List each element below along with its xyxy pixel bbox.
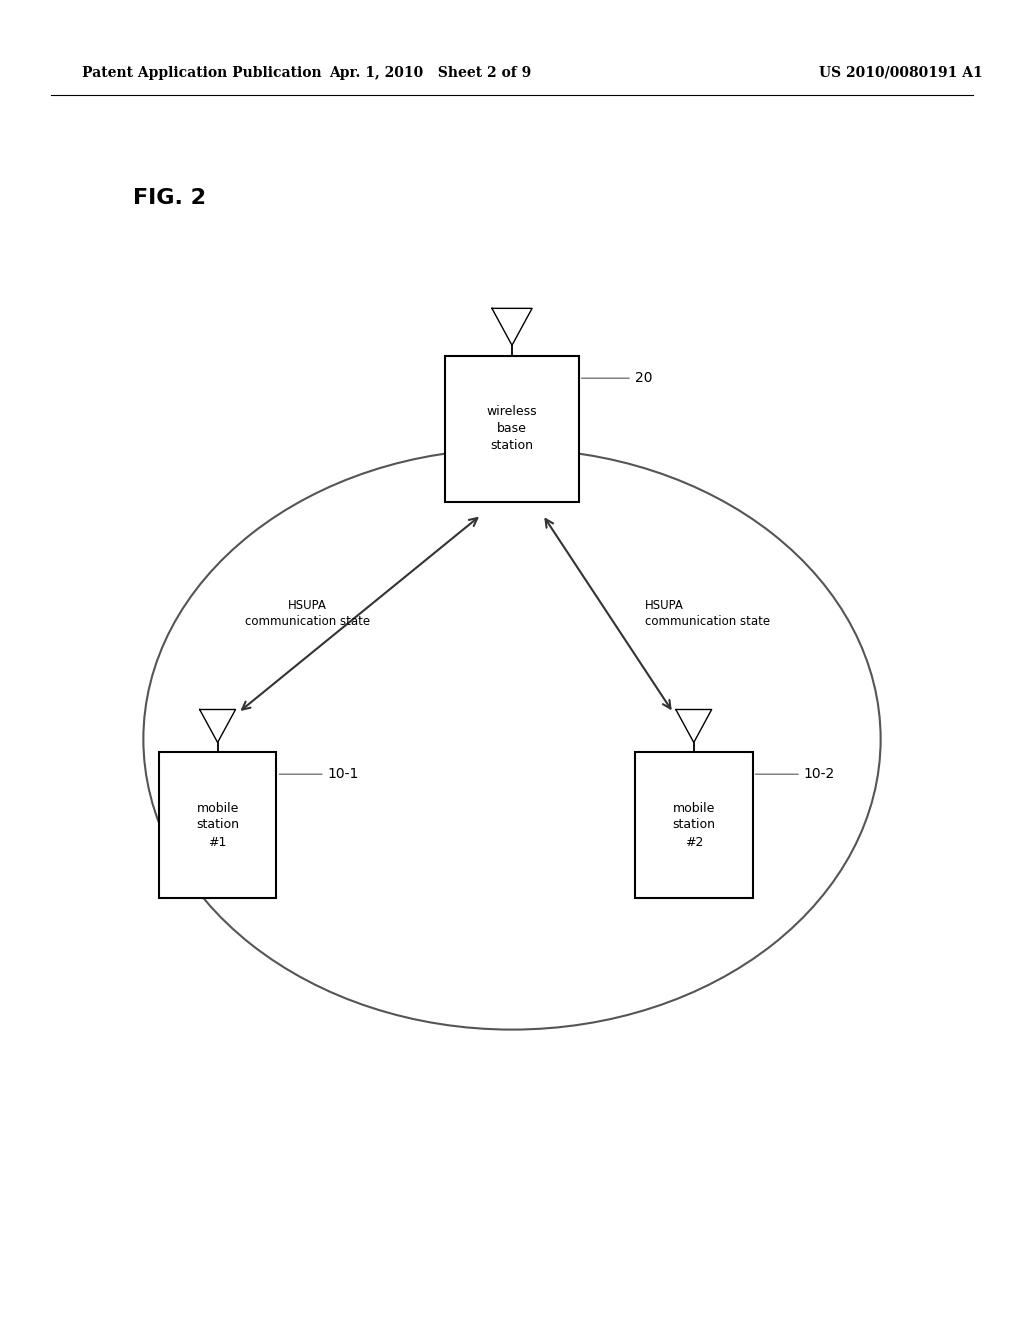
Text: wireless
base
station: wireless base station	[486, 405, 538, 453]
Text: 10-1: 10-1	[280, 767, 359, 781]
Text: 20: 20	[582, 371, 652, 385]
FancyBboxPatch shape	[159, 752, 276, 898]
Text: HSUPA
communication state: HSUPA communication state	[645, 599, 770, 628]
Text: 10-2: 10-2	[756, 767, 836, 781]
FancyBboxPatch shape	[635, 752, 753, 898]
Text: FIG. 2: FIG. 2	[133, 187, 206, 209]
Text: US 2010/0080191 A1: US 2010/0080191 A1	[819, 66, 983, 79]
Text: mobile
station
#2: mobile station #2	[673, 801, 715, 849]
Text: HSUPA
communication state: HSUPA communication state	[245, 599, 370, 628]
Text: Patent Application Publication: Patent Application Publication	[82, 66, 322, 79]
Text: Apr. 1, 2010   Sheet 2 of 9: Apr. 1, 2010 Sheet 2 of 9	[329, 66, 531, 79]
FancyBboxPatch shape	[445, 356, 579, 502]
Text: mobile
station
#1: mobile station #1	[197, 801, 239, 849]
